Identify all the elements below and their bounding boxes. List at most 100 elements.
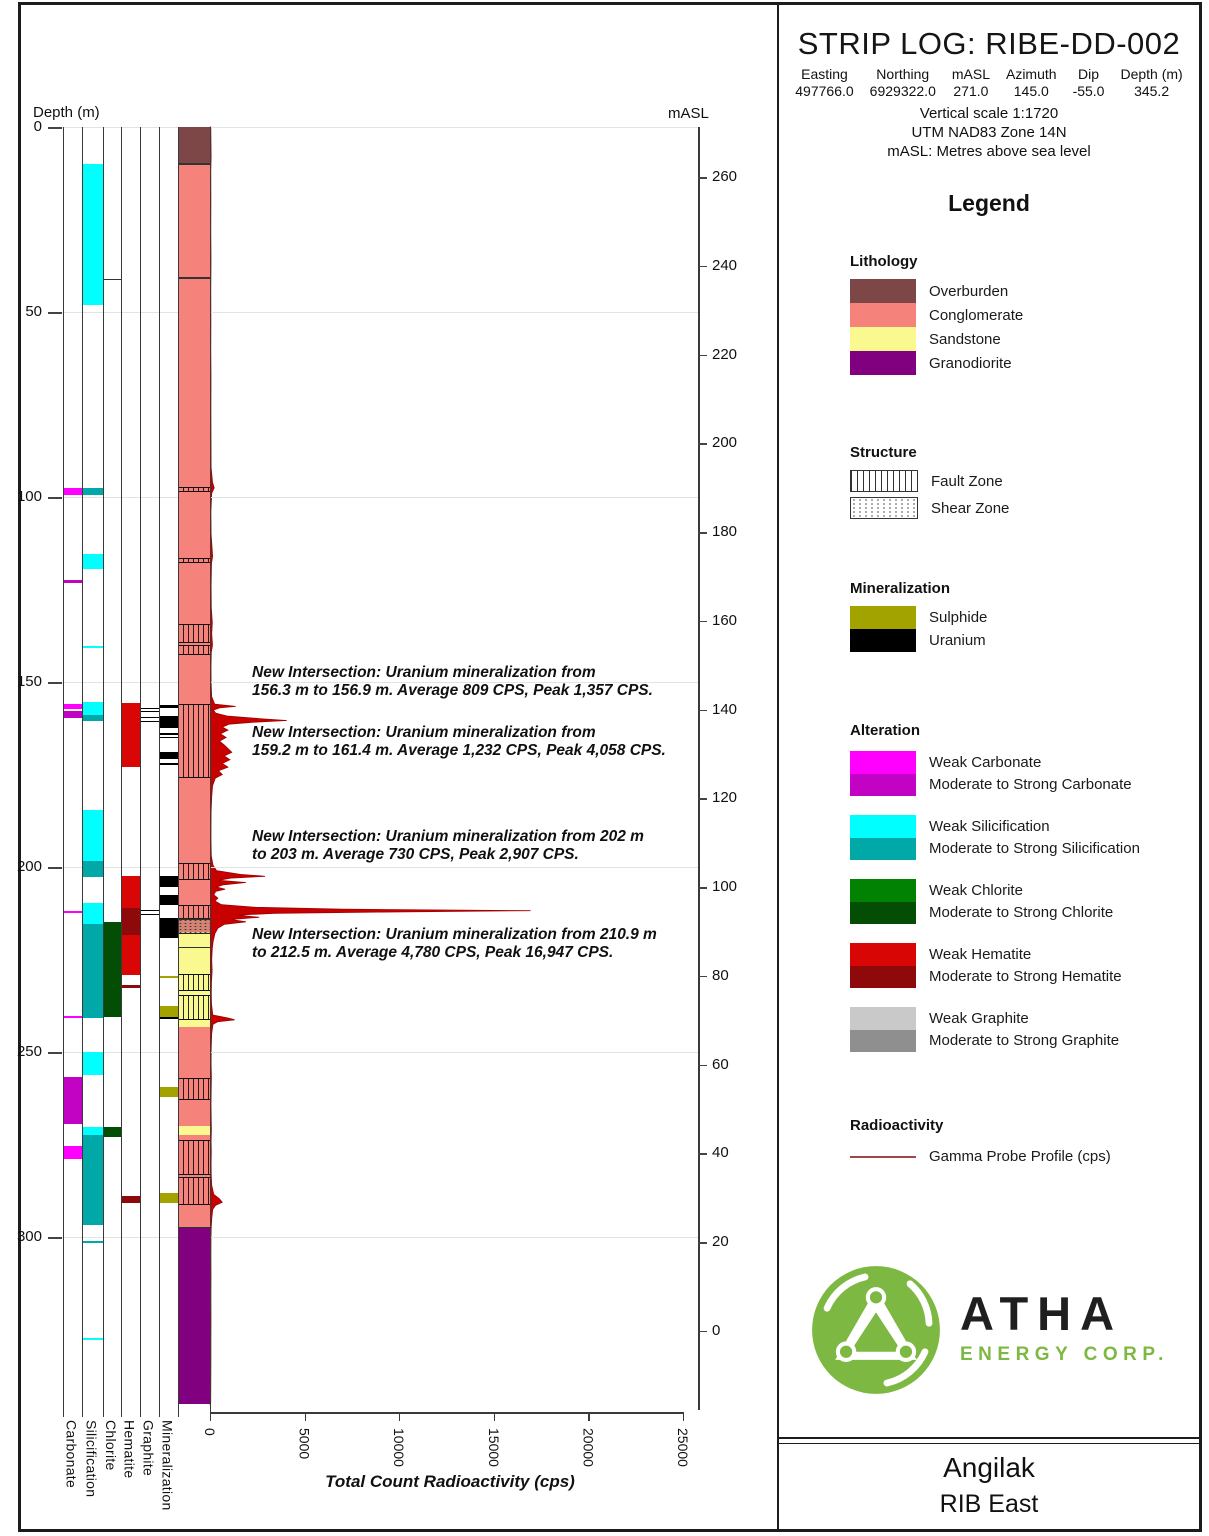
depth-gridline — [60, 1236, 698, 1238]
scale-note: Vertical scale 1:1720 — [919, 105, 1059, 122]
depth-tick-label: 150 — [16, 673, 42, 690]
silicification-interval-strong — [83, 924, 103, 1018]
carbonate-interval-strong — [64, 1077, 82, 1125]
depth-gridline — [60, 866, 698, 868]
legend-item-sulphide: Sulphide — [850, 606, 1195, 629]
masl-tick-mark — [698, 709, 707, 712]
structure-fault-zone — [178, 703, 210, 779]
column-border — [210, 127, 212, 1408]
legend-group-structure: Structure Fault Zone Shear Zone — [850, 444, 1195, 524]
structure-shear-zone — [178, 918, 210, 935]
legend-alteration-pair: Weak Graphite Moderate to Strong Graphite — [850, 1007, 1195, 1053]
masl-tick-label: 240 — [712, 256, 738, 274]
column-border — [121, 127, 123, 1408]
logo-sub-text: ENERGY CORP. — [960, 1344, 1169, 1365]
legend-swatch — [850, 327, 916, 351]
depth-gridline — [60, 311, 698, 313]
masl-tick-mark — [698, 887, 707, 889]
column-bottom-tick — [63, 1408, 65, 1417]
contact-line — [178, 946, 210, 949]
scale-note: mASL: Metres above sea level — [887, 143, 1091, 160]
weak-swatch — [850, 943, 916, 966]
masl-tick-mark — [698, 1242, 707, 1244]
legend-group-header: Radioactivity — [850, 1117, 944, 1134]
annotation-line: New Intersection: Uranium mineralization… — [252, 664, 596, 681]
strong-swatch — [850, 773, 916, 796]
legend-item-label: Fault Zone — [931, 472, 1003, 490]
masl-tick-mark — [698, 1064, 707, 1067]
masl-tick-label: 140 — [712, 700, 738, 718]
column-border — [103, 127, 105, 1408]
hematite-interval-weak — [122, 935, 140, 976]
column-bottom-tick — [121, 1408, 123, 1417]
strong-swatch — [850, 901, 916, 924]
legend-alteration-pair: Weak Silicification Moderate to Strong Si… — [850, 815, 1195, 861]
mineralization-interval-uranium — [160, 716, 178, 728]
contact-line — [178, 277, 210, 279]
legend-item-label: Moderate to Strong Hematite — [929, 968, 1122, 985]
structure-fault-zone — [178, 973, 210, 992]
legend-group-header: Mineralization — [850, 580, 951, 597]
gamma-tick-mark — [210, 1412, 212, 1421]
legend-swatch — [850, 303, 916, 327]
strong-swatch — [850, 837, 916, 860]
legend-item-overburden: Overburden — [850, 279, 1195, 303]
meta-depth: Depth (m) 345.2 — [1120, 66, 1183, 99]
structure-fault-zone — [178, 995, 210, 1020]
mineralization-interval-uranium — [160, 917, 178, 938]
legend-swatch — [850, 470, 918, 492]
scale-notes: Vertical scale 1:1720 UTM NAD83 Zone 14N… — [779, 104, 1199, 161]
lithology-interval-conglomerate — [178, 163, 210, 933]
silicification-interval-weak — [83, 164, 103, 305]
graphite-interval-outline — [141, 707, 159, 713]
silicification-interval-weak — [83, 1338, 103, 1341]
mineralization-interval-uranium — [160, 876, 178, 887]
legend-item-label: Granodiorite — [929, 354, 1012, 372]
legend-item-label: Weak Graphite — [929, 1010, 1029, 1027]
legend-swatch — [850, 279, 916, 303]
depth-tick-label: 0 — [33, 118, 42, 135]
masl-tick-label: 80 — [712, 966, 729, 984]
masl-tick-mark — [698, 1153, 707, 1155]
lithology-interval-granodiorite — [178, 1226, 210, 1405]
footer-area: RIB East — [939, 1490, 1039, 1518]
annotation-line: 156.3 m to 156.9 m. Average 809 CPS, Pea… — [252, 682, 653, 699]
legend-item-label: Weak Carbonate — [929, 754, 1042, 771]
silicification-interval-strong — [83, 714, 103, 722]
depth-gridline — [60, 1051, 698, 1053]
mineralization-interval-sulphide — [160, 1086, 178, 1097]
silicification-interval-weak — [83, 702, 103, 715]
legend-swatch — [850, 351, 916, 375]
masl-tick-label: 120 — [712, 789, 738, 807]
gamma-axis-line — [210, 1412, 684, 1414]
column-label-silicification: Silicification — [83, 1420, 100, 1498]
gamma-tick-mark — [399, 1412, 401, 1421]
annotation-line: to 203 m. Average 730 CPS, Peak 2,907 CP… — [252, 846, 579, 863]
silicification-interval-strong — [83, 1240, 103, 1244]
structure-fault-zone — [178, 487, 210, 492]
mineralization-interval-sulphide — [160, 1192, 178, 1203]
mineralization-interval-uranium — [160, 736, 178, 739]
legend-group-lithology: Lithology Overburden Conglomerate Sandston… — [850, 253, 1195, 375]
depth-axis-title: Depth (m) — [33, 104, 100, 121]
silicification-interval-weak — [83, 554, 103, 570]
mineralization-interval-uranium — [160, 1017, 178, 1019]
weak-swatch — [850, 1007, 916, 1030]
depth-tick-mark — [48, 127, 62, 129]
contact-line — [178, 163, 210, 165]
legend-group-header: Alteration — [850, 722, 921, 739]
masl-tick-label: 20 — [712, 1233, 729, 1251]
meta-easting: Easting 497766.0 — [795, 66, 854, 99]
depth-tick-label: 50 — [25, 303, 42, 320]
legend-group-radioactivity: Radioactivity Gamma Probe Profile (cps) — [850, 1117, 1195, 1165]
legend-swatch-two-tone — [850, 751, 916, 796]
carbonate-interval-weak — [64, 1016, 82, 1019]
contact-line — [103, 278, 121, 281]
column-border — [63, 127, 65, 1408]
annotation-intersection-4: New Intersection: Uranium mineralization… — [252, 926, 717, 962]
footer-divider-inner — [779, 1443, 1199, 1444]
annotation-intersection-1: New Intersection: Uranium mineralization… — [252, 664, 717, 700]
masl-tick-label: 220 — [712, 345, 738, 363]
legend-item-label: Gamma Probe Profile (cps) — [929, 1148, 1111, 1165]
legend-item-conglomerate: Conglomerate — [850, 303, 1195, 327]
